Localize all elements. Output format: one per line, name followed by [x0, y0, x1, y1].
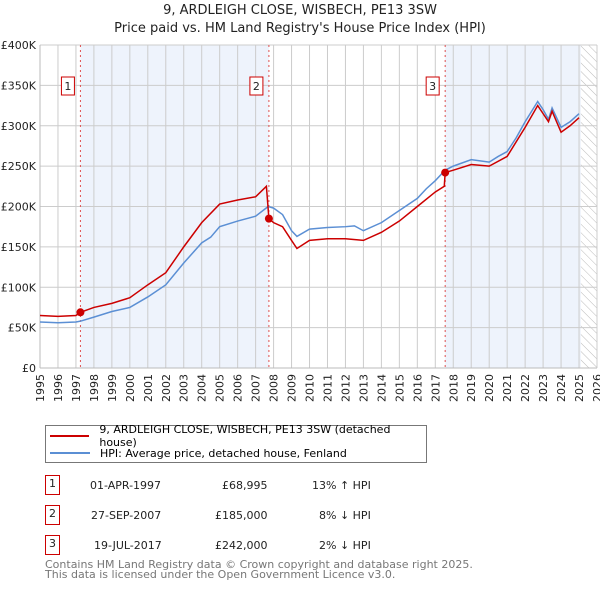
x-tick-label: 1999 [106, 374, 119, 402]
sale-price: £242,000 [215, 539, 268, 552]
sale-price: £185,000 [215, 509, 268, 522]
x-tick-label: 2008 [268, 374, 281, 402]
y-tick-label: £0 [22, 362, 36, 375]
y-tick-label: £250K [1, 160, 37, 173]
legend-item-hpi: HPI: Average price, detached house, Fenl… [50, 445, 347, 461]
footer: Contains HM Land Registry data © Crown c… [45, 558, 473, 581]
x-tick-label: 2014 [375, 374, 388, 402]
legend-swatch [50, 435, 90, 437]
x-tick-label: 2007 [250, 374, 263, 402]
legend-label: 9, ARDLEIGH CLOSE, WISBECH, PE13 3SW (de… [99, 423, 391, 449]
x-tick-label: 2024 [555, 374, 568, 402]
chart-subtitle: Price paid vs. HM Land Registry's House … [114, 21, 486, 36]
x-tick-label: 2022 [519, 374, 532, 402]
footer-licence: This data is licensed under the Open Gov… [45, 568, 396, 581]
property-line [39, 104, 580, 318]
x-tick-label: 2025 [573, 374, 586, 402]
x-tick-label: 2020 [483, 374, 496, 402]
x-tick-label: 1996 [52, 374, 65, 402]
sale-point [76, 308, 85, 317]
sale-hpi-diff: 2% ↓ HPI [319, 539, 371, 552]
x-tick-label: 2002 [160, 374, 173, 402]
sale-point [441, 168, 450, 177]
y-tick-label: £300K [1, 120, 37, 133]
sale-price: £68,995 [222, 479, 268, 492]
sale-label-box [425, 76, 440, 96]
sale-hpi-diff: 8% ↓ HPI [319, 509, 371, 522]
sale-row-2: 2 27-SEP-2007 £185,000 8% ↓ HPI [45, 505, 445, 525]
legend-item-property: 9, ARDLEIGH CLOSE, WISBECH, PE13 3SW (de… [50, 423, 426, 449]
sale-label-box [249, 76, 264, 96]
y-tick-label: £100K [1, 281, 37, 294]
y-tick-label: £150K [1, 241, 37, 254]
x-tick-label: 1998 [88, 374, 101, 402]
footer-copyright: Contains HM Land Registry data © Crown c… [45, 558, 473, 571]
x-tick-label: 2006 [232, 374, 245, 402]
x-tick-label: 2026 [591, 374, 600, 402]
y-tick-label: £50K [8, 322, 37, 335]
x-tick-label: 2005 [214, 374, 227, 402]
x-tick-label: 2003 [178, 374, 191, 402]
x-tick-label: 2016 [411, 374, 424, 402]
x-tick-label: 2023 [537, 374, 550, 402]
x-tick-label: 2000 [124, 374, 137, 402]
legend-swatch [50, 452, 90, 454]
sale-label: 1 [64, 80, 71, 93]
x-tick-label: 2013 [357, 374, 370, 402]
x-tick-label: 2001 [142, 374, 155, 402]
legend: 9, ARDLEIGH CLOSE, WISBECH, PE13 3SW (de… [45, 423, 427, 463]
sale-row-1: 1 01-APR-1997 £68,995 13% ↑ HPI [45, 475, 445, 495]
x-tick-label: 2004 [196, 374, 209, 402]
y-tick-label: £400K [1, 39, 37, 52]
x-tick-label: 2009 [286, 374, 299, 402]
x-tick-label: 1997 [70, 374, 83, 402]
sale-point [264, 214, 273, 223]
sale-date: 27-SEP-2007 [91, 509, 162, 522]
chart-title: 9, ARDLEIGH CLOSE, WISBECH, PE13 3SW [163, 3, 437, 18]
sale-label-box [60, 76, 75, 96]
x-tick-label: 2011 [321, 374, 334, 402]
sale-marker-box: 2 [45, 505, 60, 525]
sale-date: 01-APR-1997 [90, 479, 162, 492]
x-tick-label: 2010 [304, 374, 317, 402]
x-tick-label: 2015 [393, 374, 406, 402]
plot: 1995 1996 1997 1998 1999 2000 2001 2002 2003 2004… [1, 39, 600, 402]
y-tick-label: £200K [1, 201, 37, 214]
hpi-line [39, 100, 580, 324]
x-tick-label: 1995 [34, 374, 47, 402]
legend-label: HPI: Average price, detached house, Fenl… [100, 446, 347, 460]
x-tick-label: 2021 [501, 374, 514, 402]
sale-row-3: 3 19-JUL-2017 £242,000 2% ↓ HPI [45, 535, 445, 555]
sale-label: 3 [429, 80, 436, 93]
sale-marker-box: 1 [45, 475, 60, 495]
sale-date: 19-JUL-2017 [94, 539, 162, 552]
sale-hpi-diff: 13% ↑ HPI [312, 479, 371, 492]
sale-marker-box: 3 [45, 535, 60, 555]
y-tick-label: £350K [1, 79, 37, 92]
x-tick-label: 2019 [465, 374, 478, 402]
x-tick-label: 2017 [429, 374, 442, 402]
x-tick-label: 2018 [447, 374, 460, 402]
x-tick-label: 2012 [339, 374, 352, 402]
sale-label: 2 [253, 80, 260, 93]
